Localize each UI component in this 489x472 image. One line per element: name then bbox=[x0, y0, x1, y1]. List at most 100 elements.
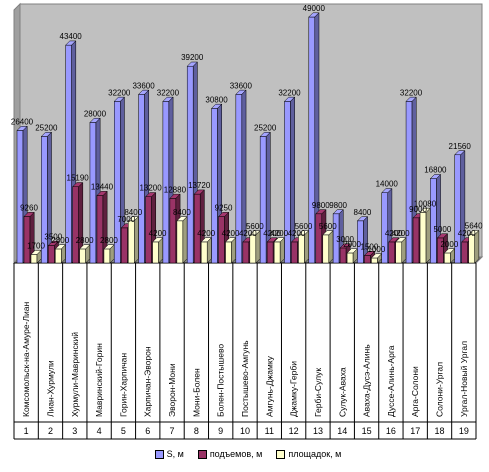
value-label-s-17: 32200 bbox=[400, 88, 423, 97]
index-label-6: 6 bbox=[145, 426, 150, 436]
index-label-15: 15 bbox=[362, 426, 372, 436]
value-label-platforms-19: 5640 bbox=[465, 222, 483, 231]
value-label-lifts-15: 1500 bbox=[361, 242, 379, 251]
value-label-s-15: 8400 bbox=[354, 208, 372, 217]
bar-platforms-12 bbox=[297, 230, 310, 264]
bar-platforms-1 bbox=[30, 249, 42, 264]
legend: S, м подъемов, м площадок, м bbox=[148, 446, 348, 462]
value-label-s-6: 33600 bbox=[132, 81, 155, 90]
category-label-9: Болен-Постышево bbox=[216, 344, 226, 417]
value-label-s-18: 16800 bbox=[424, 166, 447, 175]
value-label-platforms-10: 5600 bbox=[246, 222, 264, 231]
bar-lifts-3 bbox=[72, 181, 84, 264]
value-label-s-10: 33600 bbox=[230, 81, 253, 90]
category-label-3: Хурмули-Мавринский bbox=[70, 332, 80, 417]
value-label-lifts-5: 7000 bbox=[117, 215, 135, 224]
bar-platforms-19 bbox=[468, 229, 480, 264]
index-label-17: 17 bbox=[410, 426, 420, 436]
legend-item-platforms: площадок, м bbox=[276, 449, 341, 459]
category-label-12: Джамку-Герби bbox=[289, 361, 299, 417]
value-label-lifts-3: 15190 bbox=[67, 174, 90, 183]
category-label-1: Комсомольск-на-Амуре-Лиан bbox=[21, 301, 31, 417]
value-label-s-5: 32200 bbox=[108, 88, 131, 97]
bar-platforms-7 bbox=[176, 216, 188, 264]
index-labels-layer: 1 2 3 4 5 6 7 8 9 10 11 12 13 14 15 16 17 18 19 bbox=[24, 426, 469, 436]
value-label-platforms-17: 10080 bbox=[414, 199, 437, 208]
value-label-lifts-14: 3000 bbox=[336, 235, 354, 244]
value-label-platforms-8: 4200 bbox=[197, 229, 215, 238]
legend-label-platforms: площадок, м bbox=[288, 449, 342, 459]
bars-layer bbox=[16, 12, 480, 264]
value-label-platforms-2: 2800 bbox=[51, 236, 69, 245]
category-label-4: Мавринский-Горин bbox=[94, 343, 104, 417]
category-label-2: Лиан-Хурмули bbox=[45, 360, 55, 417]
bar-platforms-10 bbox=[249, 230, 261, 264]
bar-platforms-14 bbox=[346, 248, 358, 264]
value-label-platforms-14: 2000 bbox=[343, 240, 361, 249]
category-label-16: Дуссе-Алинь-Арга bbox=[386, 345, 396, 417]
index-label-4: 4 bbox=[97, 426, 102, 436]
bar-platforms-16 bbox=[395, 237, 407, 264]
bar-platforms-9 bbox=[224, 237, 237, 264]
category-label-17: Арга-Солони bbox=[410, 366, 420, 417]
value-label-platforms-4: 2800 bbox=[100, 236, 118, 245]
value-label-platforms-7: 8400 bbox=[173, 208, 191, 217]
index-label-16: 16 bbox=[386, 426, 396, 436]
bar-platforms-11 bbox=[273, 237, 285, 264]
bar-s-15 bbox=[356, 216, 369, 264]
bar-platforms-3 bbox=[79, 244, 91, 264]
value-label-platforms-12: 5600 bbox=[295, 222, 313, 231]
legend-swatch-platforms bbox=[276, 449, 286, 459]
value-label-lifts-6: 13200 bbox=[139, 184, 162, 193]
legend-label-s: S, м bbox=[166, 449, 184, 459]
index-label-18: 18 bbox=[435, 426, 445, 436]
value-label-platforms-1: 1700 bbox=[27, 241, 45, 250]
bar-platforms-2 bbox=[54, 244, 67, 264]
bar-platforms-6 bbox=[151, 237, 164, 264]
value-label-lifts-16: 4200 bbox=[385, 229, 403, 238]
category-label-15: Аваха-Дусэ-Алинь bbox=[362, 344, 372, 417]
value-label-platforms-9: 4200 bbox=[222, 229, 240, 238]
index-label-8: 8 bbox=[194, 426, 199, 436]
value-label-lifts-17: 9000 bbox=[409, 205, 427, 214]
bar-s-11 bbox=[259, 131, 271, 264]
value-label-s-2: 25200 bbox=[35, 123, 58, 132]
value-labels-layer: 2640025200434002800032200336003220039200… bbox=[11, 4, 483, 254]
bar-platforms-17 bbox=[419, 207, 431, 264]
value-label-s-13: 49000 bbox=[303, 4, 326, 13]
index-label-9: 9 bbox=[218, 426, 223, 436]
category-label-11: Амгунь-Джамку bbox=[264, 355, 274, 417]
category-label-8: Мони-Болен bbox=[191, 368, 201, 417]
value-label-platforms-11: 4200 bbox=[270, 229, 288, 238]
index-label-19: 19 bbox=[459, 426, 469, 436]
value-label-lifts-18: 5000 bbox=[433, 225, 451, 234]
bar-s-12 bbox=[283, 96, 296, 264]
value-label-s-14: 9800 bbox=[329, 201, 347, 210]
value-label-lifts-1: 9260 bbox=[20, 204, 38, 213]
bar-platforms-4 bbox=[103, 244, 115, 264]
value-label-s-16: 14000 bbox=[376, 180, 399, 189]
value-label-platforms-15: 1000 bbox=[368, 245, 386, 254]
bar-platforms-15 bbox=[370, 253, 383, 264]
value-label-lifts-8: 13720 bbox=[188, 181, 211, 190]
value-label-s-9: 30800 bbox=[205, 95, 228, 104]
value-label-s-12: 32200 bbox=[278, 88, 301, 97]
index-label-2: 2 bbox=[48, 426, 53, 436]
category-label-10: Постышево-Амгунь bbox=[240, 340, 250, 417]
value-label-s-4: 28000 bbox=[84, 109, 107, 118]
bar-platforms-18 bbox=[443, 248, 456, 264]
bar-lifts-1 bbox=[23, 211, 35, 264]
value-label-s-19: 21560 bbox=[449, 142, 472, 151]
index-label-10: 10 bbox=[240, 426, 250, 436]
bar-platforms-5 bbox=[127, 216, 140, 264]
value-label-s-11: 25200 bbox=[254, 123, 277, 132]
value-label-lifts-7: 12880 bbox=[164, 185, 187, 194]
value-label-lifts-13: 9800 bbox=[312, 201, 330, 210]
category-label-14: Сулук-Аваха bbox=[337, 367, 347, 417]
value-label-s-3: 43400 bbox=[60, 32, 83, 41]
legend-item-s: S, м bbox=[154, 449, 184, 459]
value-label-platforms-3: 2800 bbox=[76, 236, 94, 245]
category-label-18: Солони-Ургал bbox=[435, 362, 445, 417]
index-label-13: 13 bbox=[313, 426, 323, 436]
